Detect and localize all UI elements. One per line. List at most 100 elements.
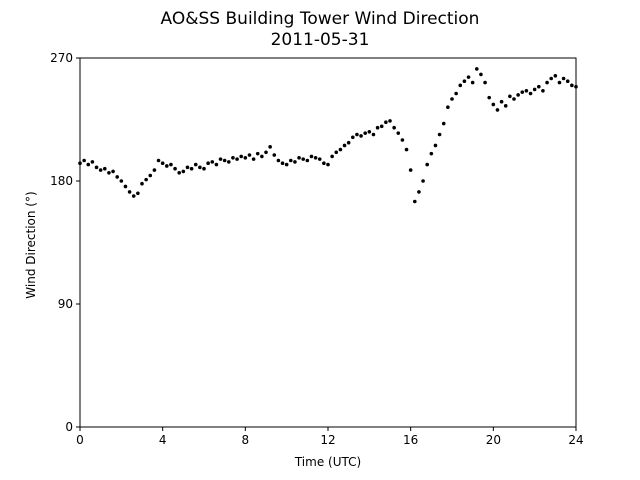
data-point [206, 161, 210, 166]
data-point [363, 131, 368, 135]
data-point [272, 153, 277, 157]
data-point [429, 151, 434, 156]
data-point [454, 91, 458, 96]
data-point [388, 119, 392, 123]
data-point [532, 87, 537, 92]
data-point [144, 177, 148, 182]
data-point [487, 95, 492, 100]
data-point [367, 130, 372, 134]
data-point [553, 73, 558, 78]
data-point [243, 155, 248, 160]
data-point [433, 143, 438, 148]
data-point [160, 161, 165, 166]
x-tick-label: 8 [242, 433, 250, 447]
data-point [98, 168, 103, 172]
data-point [516, 93, 520, 97]
data-point [450, 97, 454, 101]
data-point [173, 166, 177, 171]
data-point [437, 132, 442, 137]
data-point [239, 154, 243, 159]
data-point [115, 175, 119, 179]
data-point [375, 125, 380, 130]
chart-subtitle: 2011-05-31 [271, 30, 370, 50]
data-point [508, 94, 512, 99]
data-point [565, 79, 570, 84]
data-point [557, 80, 562, 85]
y-tick-label: 180 [50, 174, 73, 188]
data-point [545, 80, 549, 85]
data-point [475, 67, 479, 71]
data-point [342, 143, 347, 148]
data-point [202, 166, 206, 171]
data-point [384, 120, 388, 125]
y-axis-label: Wind Direction (°) [24, 191, 38, 298]
data-point [574, 84, 578, 89]
data-point [260, 154, 264, 159]
data-point [210, 160, 215, 164]
data-point [90, 160, 95, 164]
data-point [222, 158, 227, 163]
data-point [140, 181, 144, 186]
data-point [334, 150, 339, 155]
x-tick-label: 0 [76, 433, 84, 447]
data-point [136, 191, 140, 196]
y-tick-label: 270 [50, 51, 73, 65]
data-point [297, 155, 301, 160]
x-tick-label: 24 [568, 433, 583, 447]
data-point [495, 108, 500, 112]
data-point [317, 157, 322, 161]
data-point [355, 132, 359, 137]
data-point [185, 165, 190, 170]
data-point [446, 105, 450, 109]
data-point [379, 124, 384, 129]
x-tick-label: 16 [403, 433, 418, 447]
data-point [280, 161, 285, 166]
data-point [156, 158, 161, 163]
data-point [177, 171, 181, 175]
data-point [400, 138, 405, 142]
data-point [227, 160, 231, 164]
data-point [123, 184, 128, 189]
data-point [483, 80, 487, 85]
data-point [189, 166, 194, 171]
data-point [152, 168, 157, 172]
data-point [119, 179, 124, 183]
data-point [470, 80, 475, 85]
x-tick-label: 4 [159, 433, 167, 447]
data-point [313, 155, 318, 160]
data-point [537, 84, 541, 89]
data-point [441, 121, 446, 126]
data-point [107, 171, 111, 175]
data-point [413, 199, 417, 204]
data-point [305, 158, 310, 163]
data-point [103, 166, 107, 171]
data-point [466, 75, 471, 79]
data-point [392, 125, 396, 130]
data-point [520, 90, 525, 94]
data-point [322, 161, 326, 166]
data-point [251, 157, 256, 161]
data-point [528, 91, 533, 96]
data-point [218, 157, 223, 161]
data-point [284, 162, 289, 167]
data-point [181, 169, 186, 174]
data-point [86, 162, 91, 167]
data-point [421, 179, 425, 183]
data-point [78, 161, 82, 166]
data-point [396, 131, 401, 135]
data-point [462, 79, 467, 84]
data-point [417, 190, 421, 194]
data-point [235, 157, 239, 161]
data-point [268, 145, 272, 149]
data-point [404, 147, 409, 152]
data-point [111, 169, 115, 174]
data-point [330, 154, 334, 159]
data-point [326, 162, 330, 167]
data-point [479, 72, 483, 77]
data-point [359, 134, 363, 138]
data-point [214, 162, 219, 167]
data-point [301, 157, 306, 161]
data-point [570, 83, 574, 88]
x-tick-label: 12 [320, 433, 335, 447]
data-point [503, 104, 508, 108]
